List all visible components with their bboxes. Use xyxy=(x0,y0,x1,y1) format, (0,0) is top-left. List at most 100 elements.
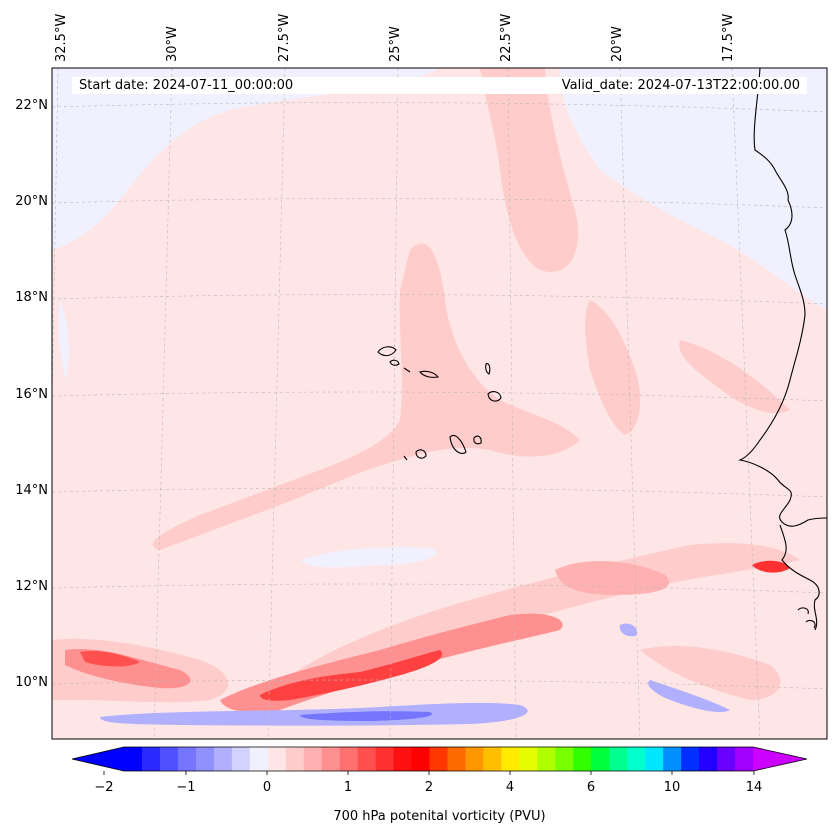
colorbar-tick-minus-1: −1 xyxy=(176,780,196,795)
colorbar-segment xyxy=(321,747,341,771)
parallel-22n xyxy=(52,102,827,113)
pv-high-east-coast xyxy=(752,560,790,573)
africa-coastline xyxy=(737,68,827,527)
santiago-island xyxy=(449,434,467,454)
lon-label-20w: 20°W xyxy=(610,26,625,62)
meridian-25w xyxy=(389,68,399,739)
meridian-17-5w xyxy=(731,68,761,739)
colorbar-tick-4: 4 xyxy=(505,780,515,795)
colorbar-segment xyxy=(195,747,215,771)
colorbar-segment xyxy=(555,747,574,771)
pv-band-southeast xyxy=(679,340,790,414)
colorbar-tick-1: 1 xyxy=(343,780,353,795)
santa-luzia-island xyxy=(403,367,411,373)
lat-label-16n: 16°N xyxy=(15,387,48,402)
sao-nicolau-island xyxy=(419,370,439,378)
colorbar-tick-6: 6 xyxy=(586,780,596,795)
pv-band-east xyxy=(585,300,641,435)
parallel-16n xyxy=(52,391,827,402)
colorbar-tick-2: 2 xyxy=(424,780,434,795)
colorbar-segment xyxy=(303,747,323,771)
bijagos-islands xyxy=(797,607,816,629)
lat-label-20n: 20°N xyxy=(15,194,48,209)
colorbar-tick-minus-2: −2 xyxy=(94,780,114,795)
pv-band-center xyxy=(152,243,580,550)
colorbar-segment xyxy=(393,747,412,771)
colorbar-segment xyxy=(339,747,359,771)
colorbar-segment xyxy=(177,747,197,771)
colorbar-segment xyxy=(501,747,520,771)
meridian-27-5w xyxy=(267,68,286,739)
colorbar-tick-14: 14 xyxy=(745,780,763,795)
colorbar-segment xyxy=(124,747,143,771)
colorbar-segment xyxy=(627,747,646,771)
santo-antao-island xyxy=(377,346,397,357)
africa-coast-south xyxy=(779,524,820,631)
colorbar-segment xyxy=(609,747,628,771)
pv-negative-spot-southeast xyxy=(619,623,637,637)
graticule xyxy=(52,68,827,739)
colorbar-segment xyxy=(141,747,161,771)
colorbar-outline xyxy=(71,746,808,772)
fogo-island xyxy=(415,449,427,459)
parallel-18n xyxy=(52,294,827,305)
lat-label-12n: 12°N xyxy=(15,579,48,594)
colorbar-segment xyxy=(573,747,592,771)
colorbar-segment xyxy=(663,747,682,771)
colorbar-segment xyxy=(357,747,376,771)
colorbar-tick-10: 10 xyxy=(663,780,681,795)
lat-label-10n: 10°N xyxy=(15,675,48,690)
colorbar-segment xyxy=(267,747,287,771)
colorbar-over-arrow xyxy=(753,747,807,771)
pv-low-region-northeast xyxy=(560,68,827,310)
colorbar-segment xyxy=(699,747,718,771)
pv-medium-east xyxy=(555,560,669,595)
lon-label-30w: 30°W xyxy=(165,26,180,62)
colorbar-segment xyxy=(429,747,448,771)
start-date-label: Start date: 2024-07-11_00:00:00 xyxy=(79,78,294,93)
lon-label-17-5w: 17.5°W xyxy=(721,13,736,62)
colorbar-segment xyxy=(735,747,754,771)
colorbar-segment xyxy=(285,747,305,771)
colorbar-segment xyxy=(645,747,664,771)
pv-negative-core-south xyxy=(300,711,432,721)
colorbar-segment xyxy=(717,747,736,771)
map-panel xyxy=(52,68,827,739)
lat-label-18n: 18°N xyxy=(15,290,48,305)
pv-low-region-northwest xyxy=(52,68,440,250)
parallel-20n xyxy=(52,198,827,209)
pv-low-region-west xyxy=(58,300,69,380)
pv-band-north xyxy=(480,68,579,272)
sao-vicente-island xyxy=(389,359,400,366)
colorbar-segment xyxy=(447,747,466,771)
pv-high-south xyxy=(260,650,442,701)
colorbar-segment xyxy=(249,747,269,771)
lon-label-27-5w: 27.5°W xyxy=(277,13,292,62)
colorbar-segment xyxy=(159,747,179,771)
colorbar-segment xyxy=(483,747,502,771)
meridian-30w xyxy=(153,68,173,739)
header-bar xyxy=(72,77,807,94)
colorbar-segment xyxy=(213,747,233,771)
colorbar-under-arrow xyxy=(72,747,124,771)
colorbar-tick-0: 0 xyxy=(262,780,272,795)
lat-label-14n: 14°N xyxy=(15,483,48,498)
colorbar-title: 700 hPa potenital vorticity (PVU) xyxy=(333,809,546,824)
brava-island xyxy=(403,455,408,461)
parallel-14n xyxy=(52,487,827,498)
lat-label-22n: 22°N xyxy=(15,98,48,113)
map-frame xyxy=(51,67,828,740)
pv-negative-band-southeast xyxy=(648,680,730,713)
lon-label-25w: 25°W xyxy=(388,26,403,62)
sal-island xyxy=(485,363,491,375)
maio-island xyxy=(473,435,482,445)
meridian-20w xyxy=(619,68,641,739)
colorbar-segment xyxy=(591,747,610,771)
colorbar-segment xyxy=(411,747,430,771)
parallel-12n xyxy=(52,583,827,594)
boa-vista-island xyxy=(487,391,502,402)
lon-label-32-5w: 32.5°W xyxy=(54,13,69,62)
pv-low-region-central xyxy=(300,547,437,568)
colorbar xyxy=(71,746,808,775)
